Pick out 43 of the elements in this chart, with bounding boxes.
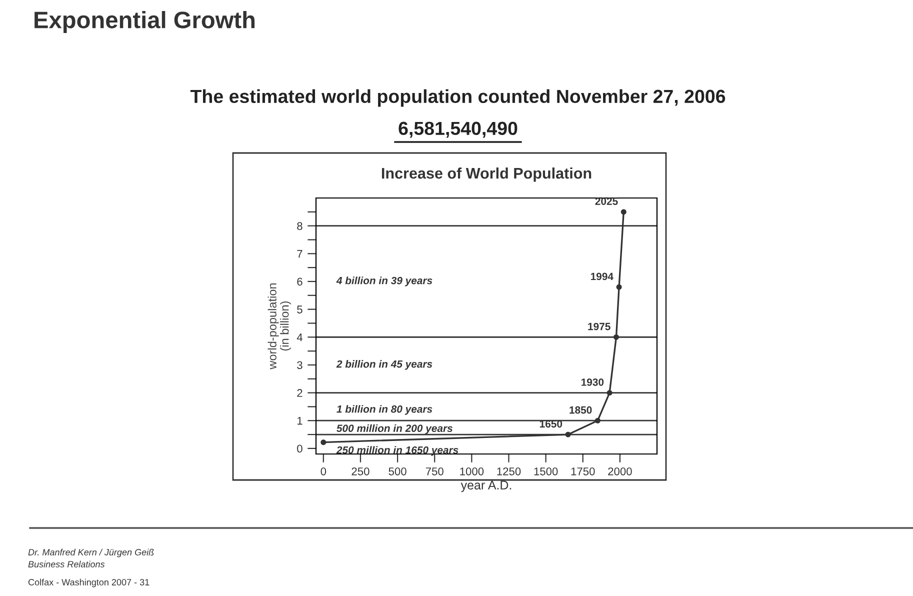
annotation: 500 million in 200 years [336,424,452,434]
x-tick-label: 1000 [460,467,484,476]
y-tick-label: 4 [296,334,302,342]
annotation: 1 billion in 80 years [336,405,432,415]
annotation: 1850 [570,406,592,414]
y-tick-label: 2 [297,389,302,397]
point [594,418,600,424]
point [320,440,326,446]
y-tick-label: 7 [297,250,302,258]
x-tick-label: 1250 [497,467,521,476]
annotation: 1930 [581,378,604,386]
x-tick-label: 1750 [571,467,595,476]
y-axis-title: world-population (in billion) [268,283,292,370]
chart-title: Increase of World Population [382,167,592,182]
text: Exponential Growth [34,10,255,34]
y-tick-label: 6 [297,278,302,286]
point [613,334,620,340]
y-tick-label: 1 [297,416,302,425]
y-tick-label: 3 [297,361,302,370]
x-tick-label: 0 [320,467,326,476]
annotation: 2025 [595,198,618,205]
x-tick-label: 750 [426,467,444,476]
text: Colfax - Washington 2007 - 31 [28,578,150,588]
point [616,284,622,290]
y-tick-label: 5 [297,306,302,314]
annotation: 4 billion in 39 years [336,276,432,286]
x-tick-label: 250 [352,467,370,476]
x-tick-label: 500 [388,467,406,476]
text: The estimated world population counted November 27, 2006 [190,89,726,107]
x-tick-label: 2000 [608,467,632,476]
text: Dr. Manfred Kern / Jürgen Geiß [28,548,154,558]
text: 6,581,540,490 [398,122,518,138]
point [620,209,626,215]
x-axis-title: year A.D. [460,480,512,492]
point [565,432,571,438]
y-tick-label: 0 [297,444,302,453]
annotation: 1975 [588,322,610,330]
text: Business Relations [28,560,105,568]
x-tick-label: 1500 [534,467,558,476]
annotation: 2 billion in 45 years [336,360,432,370]
y-tick-label: 8 [297,222,302,230]
annotation: 1994 [590,272,614,280]
point [606,390,612,396]
